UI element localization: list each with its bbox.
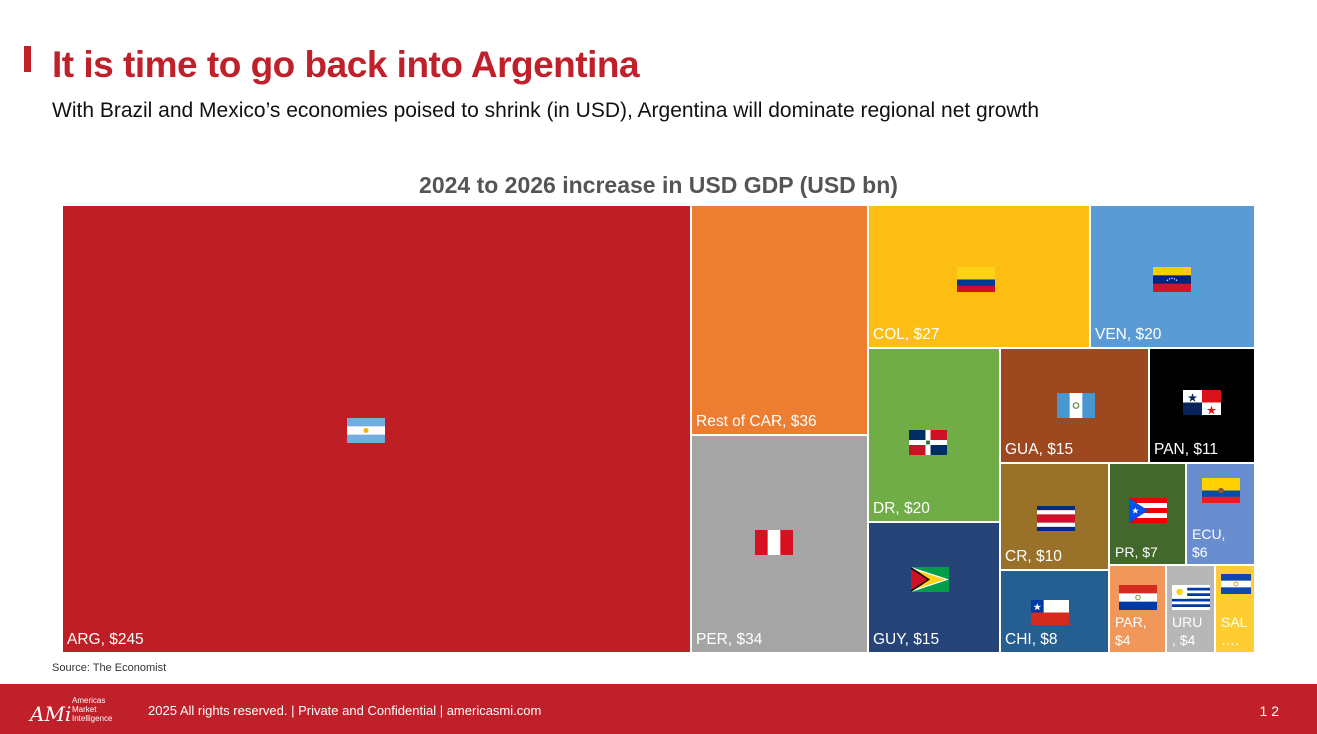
treemap-tile-ven: VEN, $20 [1090, 205, 1255, 348]
puerto-rico-flag-icon [1129, 497, 1167, 528]
guatemala-flag-icon [1057, 392, 1095, 423]
treemap-label: PAN, $11 [1154, 441, 1219, 458]
peru-flag-icon [755, 529, 793, 560]
guyana-flag-icon [911, 566, 949, 597]
treemap-label: COL, $27 [873, 326, 940, 343]
treemap-label: SAL…. [1221, 614, 1248, 648]
venezuela-flag-icon [1153, 266, 1191, 297]
treemap-label: CHI, $8 [1005, 631, 1058, 648]
title-accent-bar [24, 46, 31, 72]
costa-rica-flag-icon [1037, 505, 1075, 536]
slide-title: It is time to go back into Argentina [52, 44, 640, 85]
gdp-treemap: ARG, $245 Rest of CAR, $36 PER, $34 COL, $2… [62, 205, 1255, 653]
chile-flag-icon [1031, 599, 1069, 630]
source-note: Source: The Economist [52, 662, 167, 674]
treemap-tile-col: COL, $27 [868, 205, 1090, 348]
treemap-tile-per: PER, $34 [691, 435, 868, 653]
logo-wordmark: Americas Market Intelligence [72, 696, 113, 723]
treemap-label: GUY, $15 [873, 631, 940, 648]
argentina-flag-icon [347, 417, 385, 448]
treemap-tile-uru: URU, $4 [1166, 565, 1215, 653]
treemap-tile-par: PAR, $4 [1109, 565, 1166, 653]
el-salvador-flag-icon [1221, 574, 1251, 599]
ami-logo: AMi [30, 702, 72, 726]
panama-flag-icon [1183, 389, 1221, 420]
treemap-tile-pr: PR, $7 [1109, 463, 1186, 565]
treemap-tile-arg: ARG, $245 [62, 205, 691, 653]
treemap-label: Rest of CAR, $36 [696, 413, 817, 430]
slide-subtitle: With Brazil and Mexico’s economies poise… [52, 99, 1040, 122]
treemap-tile-ecu: ECU, $6 [1186, 463, 1255, 565]
paraguay-flag-icon [1119, 584, 1157, 615]
treemap-tile-cr: CR, $10 [1000, 463, 1109, 570]
ecuador-flag-icon [1202, 477, 1240, 508]
treemap-tile-gua: GUA, $15 [1000, 348, 1149, 463]
treemap-tile-pan: PAN, $11 [1149, 348, 1255, 463]
treemap-tile-dr: DR, $20 [868, 348, 1000, 522]
treemap-label: URU, $4 [1172, 614, 1203, 648]
treemap-label: DR, $20 [873, 500, 930, 517]
treemap-tile-guy: GUY, $15 [868, 522, 1000, 653]
treemap-label: PAR, $4 [1115, 614, 1147, 648]
footer-copyright: 2025 All rights reserved. | Private and … [148, 703, 542, 718]
treemap-tile-rest-of-car: Rest of CAR, $36 [691, 205, 868, 435]
chart-title: 2024 to 2026 increase in USD GDP (USD bn… [419, 172, 898, 198]
treemap-label: VEN, $20 [1095, 326, 1162, 343]
treemap-label: PER, $34 [696, 631, 763, 648]
treemap-tile-chi: CHI, $8 [1000, 570, 1109, 653]
footer-bar: AMi Americas Market Intelligence 2025 Al… [0, 684, 1317, 734]
treemap-tile-sal: SAL…. [1215, 565, 1255, 653]
treemap-label: ECU, $6 [1192, 526, 1226, 560]
treemap-label: CR, $10 [1005, 548, 1062, 565]
treemap-label: GUA, $15 [1005, 441, 1074, 458]
uruguay-flag-icon [1172, 584, 1210, 615]
dominican-republic-flag-icon [909, 429, 947, 460]
page-number: 1 2 [1259, 703, 1279, 719]
treemap-label: PR, $7 [1115, 544, 1158, 560]
treemap-label: ARG, $245 [67, 631, 144, 648]
colombia-flag-icon [957, 266, 995, 297]
